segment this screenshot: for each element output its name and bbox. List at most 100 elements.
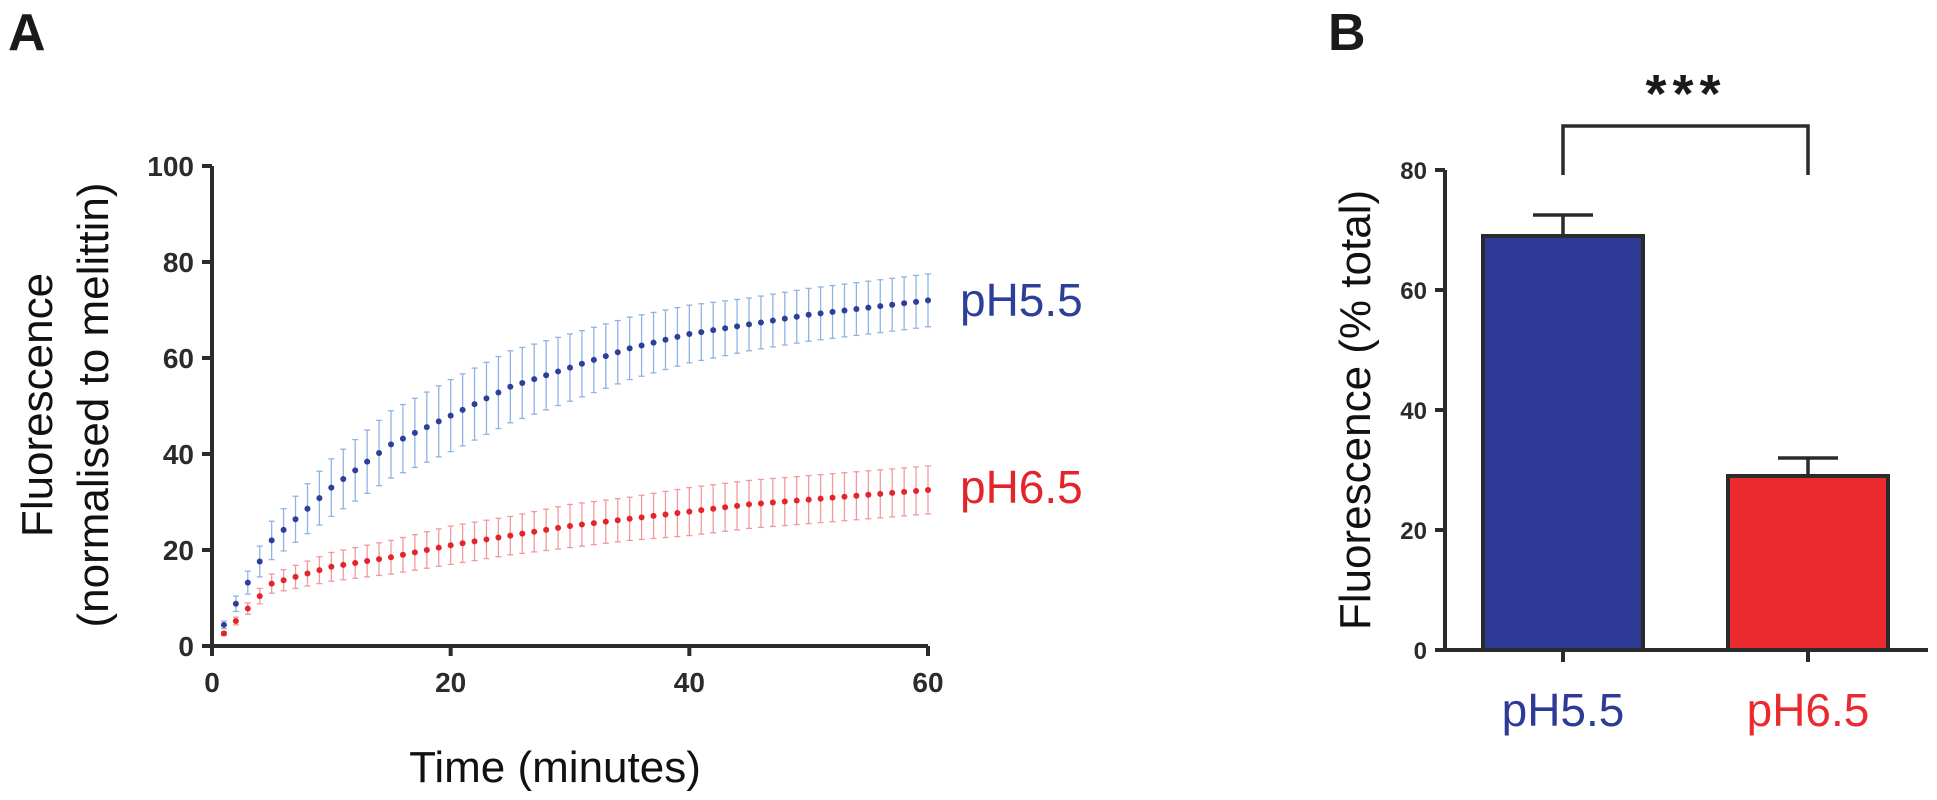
- data-point-pH65: [435, 544, 442, 551]
- data-point-pH65: [698, 507, 705, 514]
- data-point-pH55: [531, 376, 538, 383]
- data-point-pH65: [901, 488, 908, 495]
- data-point-pH55: [889, 301, 896, 308]
- data-point-pH55: [925, 297, 931, 304]
- data-point-pH55: [304, 505, 311, 512]
- data-point-pH55: [459, 406, 466, 413]
- data-point-pH65: [411, 549, 418, 556]
- data-point-pH55: [352, 467, 359, 474]
- series-label-ph65: pH6.5: [960, 461, 1083, 513]
- data-point-pH55: [507, 383, 514, 390]
- y-axis-title: Fluorescence (% total): [1331, 190, 1380, 630]
- data-point-pH55: [590, 356, 597, 363]
- data-point-pH65: [805, 496, 812, 503]
- data-point-pH55: [650, 339, 657, 346]
- data-point-pH65: [877, 490, 884, 497]
- data-point-pH65: [495, 534, 502, 541]
- data-point-pH65: [364, 558, 371, 565]
- x-category-label: pH5.5: [1502, 684, 1625, 736]
- data-point-pH65: [328, 563, 335, 570]
- data-point-pH55: [376, 450, 383, 457]
- data-point-pH55: [578, 360, 585, 367]
- y-tick-label: 40: [163, 439, 194, 470]
- data-point-pH65: [531, 528, 538, 535]
- bar-pH55: [1481, 234, 1645, 652]
- x-ticks: 0 20 40 60: [204, 646, 944, 698]
- data-point-pH65: [734, 502, 741, 509]
- data-point-pH65: [352, 559, 359, 566]
- data-point-pH55: [399, 435, 406, 442]
- y-axis-title-line2: (normalised to melittin): [69, 182, 118, 627]
- data-point-pH65: [710, 505, 717, 512]
- data-point-pH65: [865, 491, 872, 498]
- data-point-pH65: [244, 605, 251, 612]
- data-point-pH65: [650, 512, 657, 519]
- x-tick-label: 20: [435, 667, 466, 698]
- panel-a-line-chart: 0 20 40 60 80 100 0 20 40 60 Fluorescence (norma…: [13, 151, 1083, 792]
- y-tick-label: 60: [1400, 278, 1427, 305]
- data-point-pH55: [340, 475, 347, 482]
- y-tick-label: 0: [178, 631, 194, 662]
- data-point-pH55: [662, 336, 669, 343]
- data-point-pH65: [471, 538, 478, 545]
- data-point-pH55: [626, 345, 633, 352]
- data-point-pH65: [578, 521, 585, 528]
- data-point-pH55: [757, 319, 764, 326]
- data-point-pH65: [638, 514, 645, 521]
- data-point-pH55: [781, 315, 788, 322]
- data-point-pH65: [686, 508, 693, 515]
- data-point-pH55: [769, 317, 776, 324]
- y-tick-label: 80: [1400, 158, 1427, 185]
- data-point-pH65: [925, 487, 931, 493]
- x-axis-title: Time (minutes): [409, 743, 701, 792]
- panel-b-label: B: [1328, 4, 1366, 62]
- data-point-pH65: [388, 554, 394, 561]
- y-tick-label: 20: [1400, 518, 1427, 545]
- x-tick-label: 40: [674, 667, 705, 698]
- bars-group: [1481, 213, 1890, 652]
- data-point-pH65: [674, 510, 681, 517]
- data-point-pH55: [567, 364, 573, 371]
- data-point-pH55: [853, 306, 860, 313]
- data-point-pH65: [519, 530, 526, 537]
- panel-a-label: A: [8, 4, 46, 62]
- x-ticks: pH5.5 pH6.5: [1502, 650, 1869, 736]
- data-point-pH65: [602, 518, 609, 525]
- data-point-pH55: [614, 349, 621, 356]
- data-point-pH55: [722, 325, 729, 332]
- data-point-pH65: [913, 487, 920, 494]
- data-point-pH65: [232, 618, 239, 625]
- data-point-pH65: [376, 556, 383, 563]
- data-point-pH65: [280, 577, 287, 584]
- data-point-pH55: [686, 331, 693, 337]
- significance-stars: ***: [1645, 64, 1726, 124]
- y-tick-label: 20: [163, 535, 194, 566]
- data-point-pH65: [769, 499, 776, 506]
- data-point-pH65: [757, 500, 764, 507]
- bar-pH65: [1726, 474, 1890, 652]
- data-point-pH55: [865, 304, 872, 311]
- data-point-pH55: [674, 333, 681, 340]
- data-point-pH55: [877, 303, 884, 310]
- data-point-pH65: [220, 630, 227, 637]
- data-point-pH55: [829, 308, 836, 315]
- data-point-pH55: [328, 484, 335, 491]
- y-tick-label: 80: [163, 247, 194, 278]
- x-tick-label: 0: [204, 667, 220, 698]
- significance-bracket: [1561, 124, 1810, 175]
- data-point-pH65: [399, 551, 406, 558]
- data-point-pH55: [817, 310, 824, 317]
- data-point-pH55: [841, 307, 848, 314]
- data-point-pH55: [555, 368, 562, 375]
- data-point-pH65: [722, 504, 729, 511]
- data-point-pH55: [734, 323, 741, 330]
- data-point-pH65: [268, 580, 275, 587]
- x-tick-label: 60: [912, 667, 943, 698]
- data-point-pH65: [340, 561, 347, 568]
- data-point-pH65: [889, 489, 896, 496]
- data-point-pH55: [280, 526, 287, 533]
- data-point-pH65: [459, 540, 466, 547]
- data-point-pH55: [388, 441, 394, 448]
- y-tick-label: 40: [1400, 398, 1427, 425]
